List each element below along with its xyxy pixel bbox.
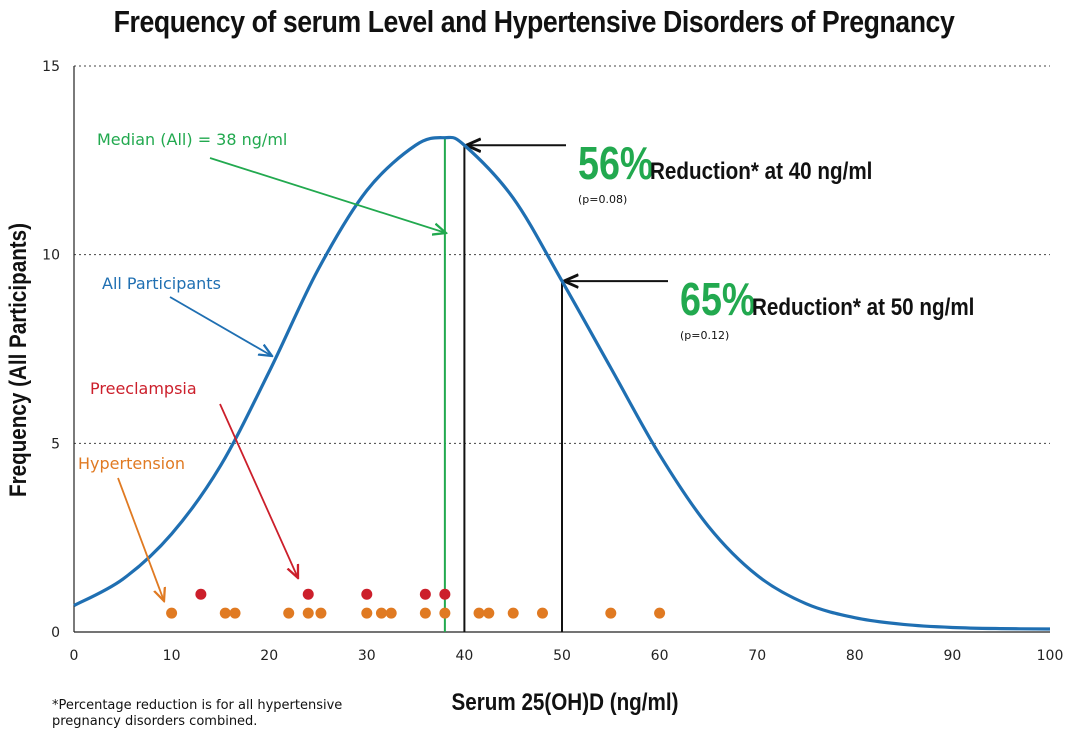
preeclampsia-label: Preeclampsia xyxy=(90,379,197,398)
median-arrow xyxy=(209,157,446,233)
preeclampsia-point xyxy=(419,588,431,600)
hypertension-arrow xyxy=(117,477,164,601)
hypertension-point xyxy=(385,607,397,619)
reduction-lines xyxy=(463,145,668,632)
annotation-layer: Median (All) = 38 ng/ml All Participants… xyxy=(78,130,974,601)
y-tick-label: 0 xyxy=(51,625,60,641)
y-tick-label: 15 xyxy=(42,59,60,75)
x-tick-label: 80 xyxy=(846,648,864,664)
preeclampsia-point xyxy=(439,588,451,600)
preeclampsia-point xyxy=(195,588,207,600)
hypertension-point xyxy=(473,607,485,619)
hypertension-point xyxy=(283,607,295,619)
x-axis-title: Serum 25(OH)D (ng/ml) xyxy=(452,689,679,716)
x-tick-label: 100 xyxy=(1037,648,1064,664)
chart-title: Frequency of serum Level and Hypertensiv… xyxy=(113,4,955,39)
hypertension-point xyxy=(229,607,241,619)
hypertension-point xyxy=(439,607,451,619)
hypertension-point xyxy=(536,607,548,619)
x-tick-label: 20 xyxy=(260,648,278,664)
median-label: Median (All) = 38 ng/ml xyxy=(97,130,287,149)
hypertension-label: Hypertension xyxy=(78,454,185,473)
x-tick-label: 50 xyxy=(553,648,571,664)
hypertension-point xyxy=(654,607,666,619)
hypertension-point xyxy=(302,607,314,619)
hypertension-point xyxy=(361,607,373,619)
y-tick-label: 5 xyxy=(51,436,60,452)
hypertension-point xyxy=(507,607,519,619)
hypertension-point xyxy=(483,607,495,619)
y-tick-labels: 0 5 10 15 xyxy=(42,59,60,641)
series-layer xyxy=(73,135,1051,631)
hypertension-point xyxy=(419,607,431,619)
x-tick-labels: 0 10 20 30 40 50 60 70 80 90 100 xyxy=(70,648,1064,664)
x-tick-label: 0 xyxy=(70,648,79,664)
all-participants-curve xyxy=(73,135,1051,631)
x-tick-label: 90 xyxy=(943,648,961,664)
footnote: *Percentage reduction is for all hyperte… xyxy=(52,698,343,729)
y-axis-title: Frequency (All Participants) xyxy=(5,223,32,497)
y-tick-label: 10 xyxy=(42,248,60,264)
hypertension-point xyxy=(605,607,617,619)
x-tick-label: 70 xyxy=(748,648,766,664)
reduction-percent-40: 56% xyxy=(578,138,653,189)
x-tick-label: 30 xyxy=(358,648,376,664)
all-participants-arrow xyxy=(169,296,272,356)
all-participants-label: All Participants xyxy=(102,274,221,293)
preeclampsia-arrow xyxy=(219,403,298,578)
hypertension-point xyxy=(315,607,327,619)
hypertension-point xyxy=(375,607,387,619)
reduction-percent-50: 65% xyxy=(680,274,755,325)
preeclampsia-point xyxy=(302,588,314,600)
reduction-text-50: Reduction* at 50 ng/ml xyxy=(752,294,974,321)
reduction-pvalue-50: (p=0.12) xyxy=(680,329,729,342)
hypertension-point xyxy=(166,607,178,619)
x-tick-label: 10 xyxy=(163,648,181,664)
reduction-pvalue-40: (p=0.08) xyxy=(578,193,627,206)
preeclampsia-point xyxy=(361,588,373,600)
x-tick-label: 40 xyxy=(455,648,473,664)
x-tick-label: 60 xyxy=(651,648,669,664)
reduction-text-40: Reduction* at 40 ng/ml xyxy=(650,158,872,185)
hypertension-point xyxy=(219,607,231,619)
